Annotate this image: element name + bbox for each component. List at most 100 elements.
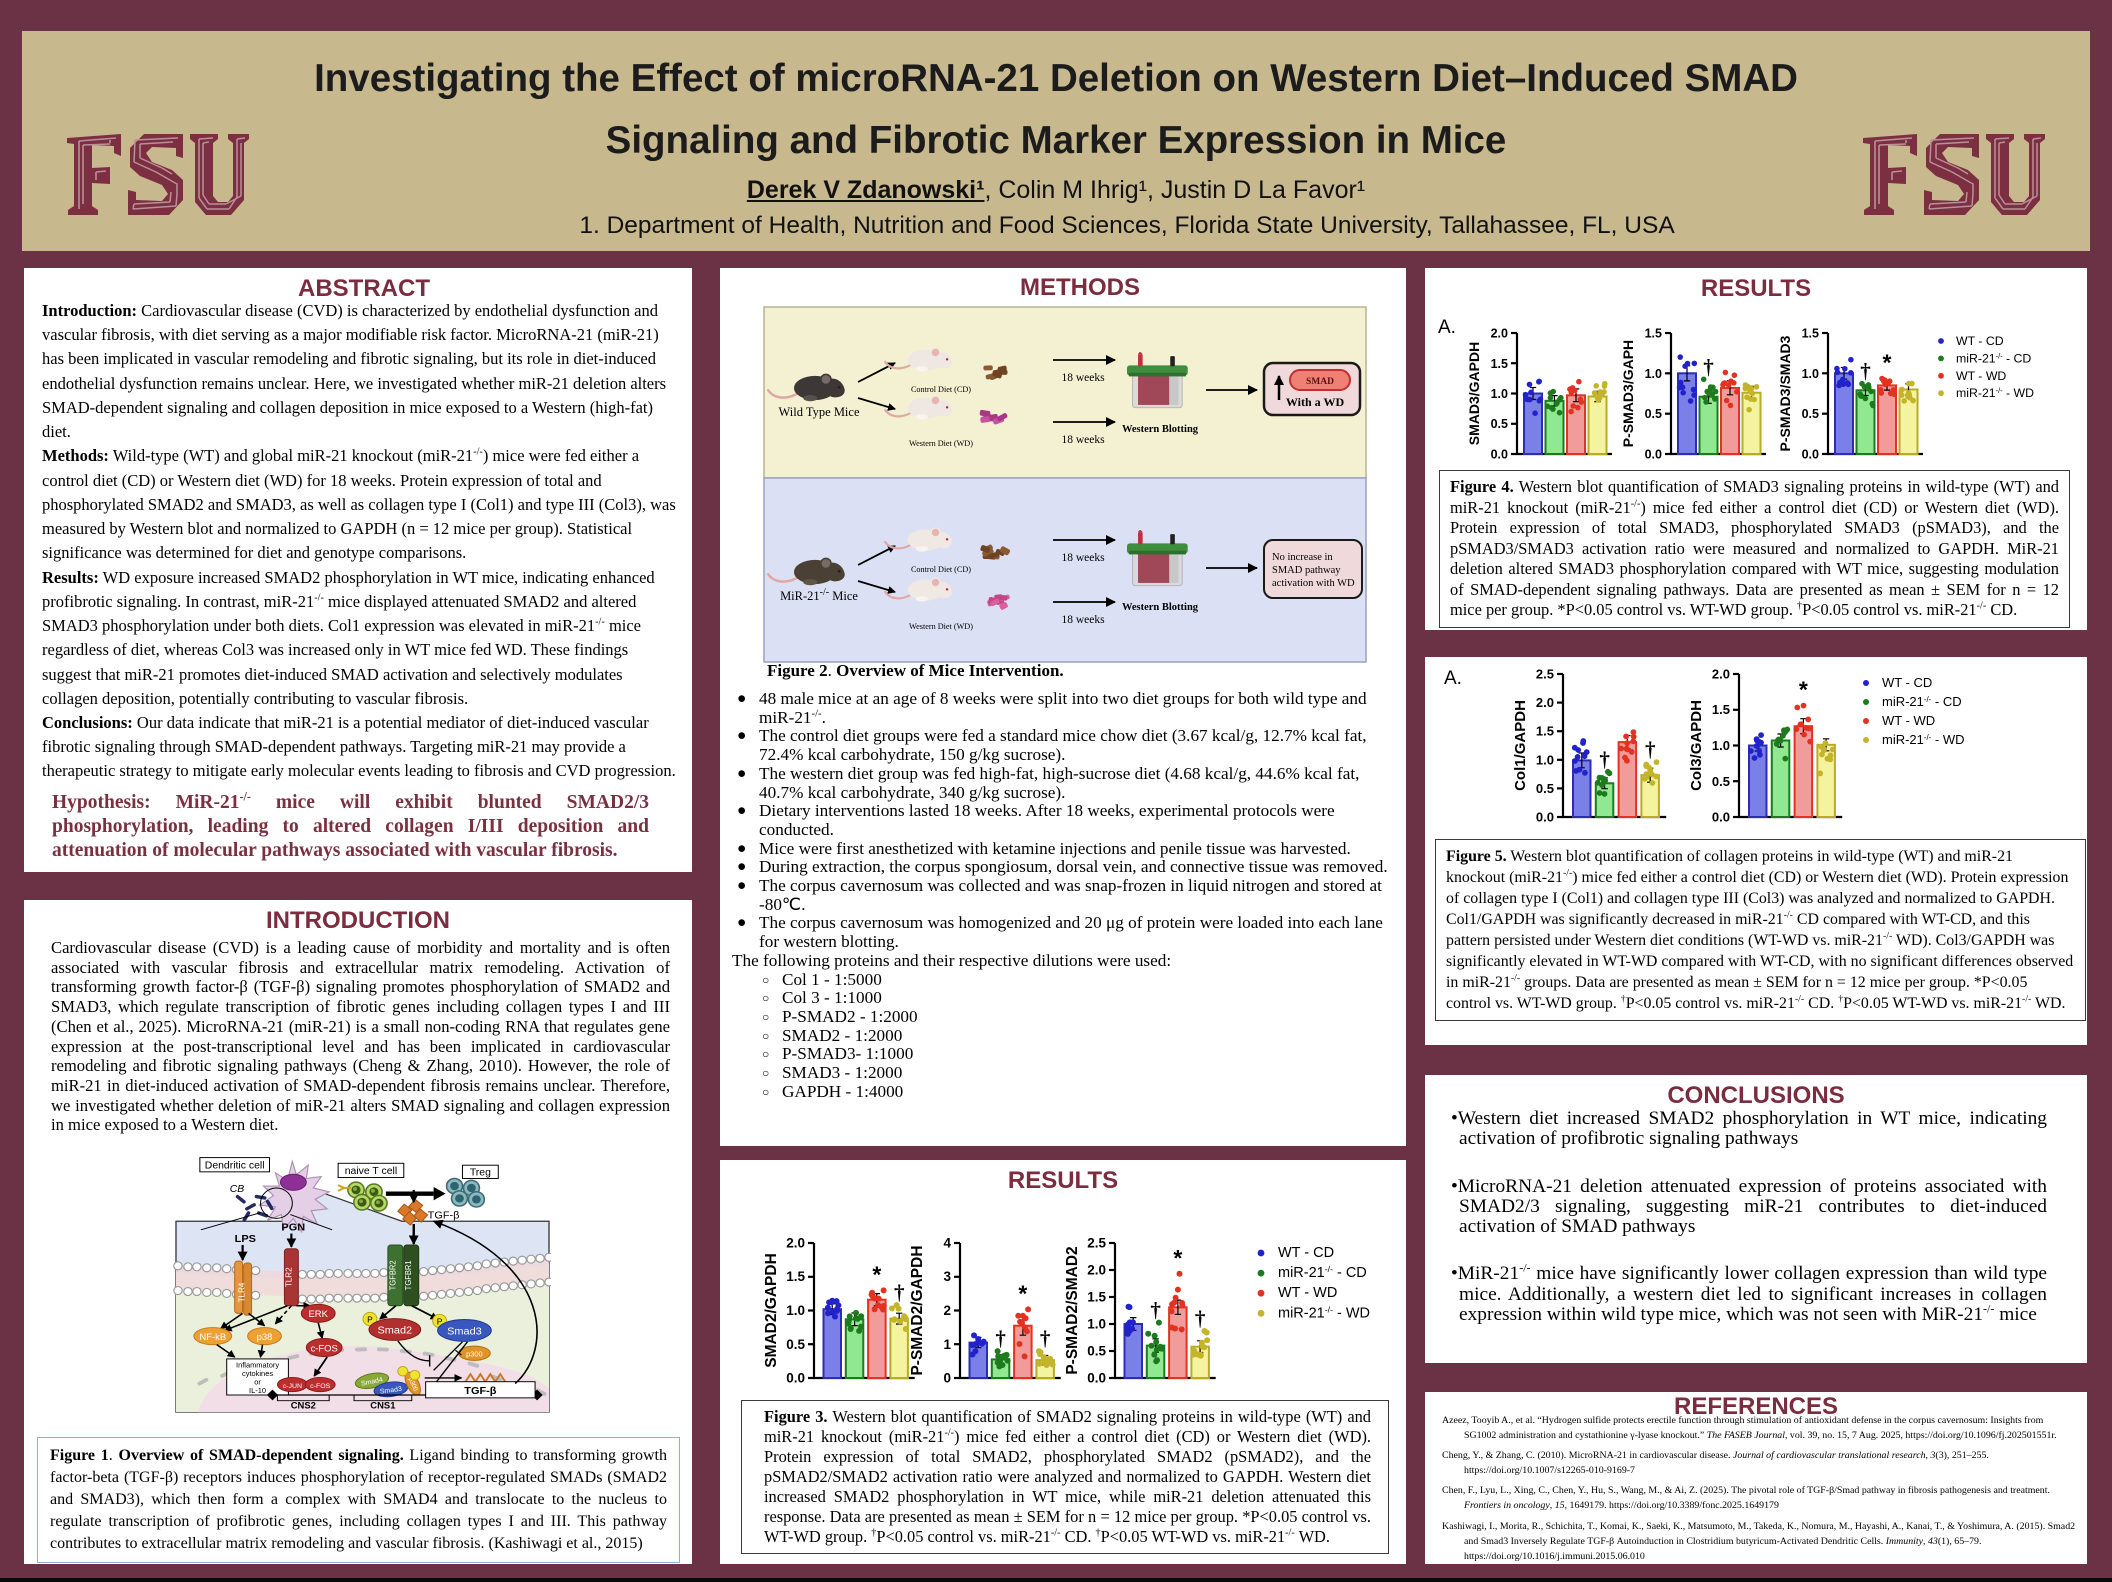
svg-text:P-SMAD3/SMAD3: P-SMAD3/SMAD3 <box>1777 335 1793 451</box>
svg-text:1.0: 1.0 <box>1712 738 1730 753</box>
svg-text:1.5: 1.5 <box>1802 327 1819 341</box>
svg-text:0.0: 0.0 <box>1645 448 1662 462</box>
svg-text:†: † <box>1040 1326 1051 1350</box>
svg-text:Western Blotting: Western Blotting <box>1122 424 1199 435</box>
svg-text:0.5: 0.5 <box>1491 417 1508 431</box>
svg-text:SMAD3/GAPDH: SMAD3/GAPDH <box>1466 342 1482 445</box>
svg-text:†: † <box>1195 1306 1206 1330</box>
svg-text:Dendritic cell: Dendritic cell <box>205 1161 265 1172</box>
svg-text:18 weeks: 18 weeks <box>1061 372 1105 384</box>
svg-text:*: * <box>1883 350 1892 376</box>
svg-text:IL-10: IL-10 <box>249 1386 266 1395</box>
svg-text:P-SMAD2/SMAD2: P-SMAD2/SMAD2 <box>1064 1246 1081 1374</box>
svg-text:1.0: 1.0 <box>786 1303 805 1318</box>
svg-text:Col3/GAPDH: Col3/GAPDH <box>1688 700 1705 791</box>
svg-text:Western Diet (WD): Western Diet (WD) <box>909 439 973 448</box>
svg-text:MiR-21-/- Mice: MiR-21-/- Mice <box>780 587 858 604</box>
svg-text:Western Diet (WD): Western Diet (WD) <box>909 622 973 631</box>
svg-text:P-SMAD2/GAPDH: P-SMAD2/GAPDH <box>909 1245 926 1375</box>
svg-text:0.0: 0.0 <box>1087 1371 1106 1386</box>
svg-text:Control Diet (CD): Control Diet (CD) <box>911 565 971 574</box>
svg-text:0.5: 0.5 <box>1645 407 1662 421</box>
svg-text:2.0: 2.0 <box>1087 1263 1106 1278</box>
svg-text:0.0: 0.0 <box>1802 448 1819 462</box>
svg-text:ERK: ERK <box>309 1309 329 1319</box>
svg-text:†: † <box>894 1280 905 1304</box>
svg-text:With a WD: With a WD <box>1286 395 1345 409</box>
svg-text:Wild Type Mice: Wild Type Mice <box>778 405 859 419</box>
svg-text:0.0: 0.0 <box>1536 810 1554 825</box>
svg-text:c-JUN: c-JUN <box>283 1383 302 1390</box>
svg-text:miR-21-/- - CD: miR-21-/- - CD <box>1882 694 1962 709</box>
svg-text:P: P <box>437 1317 443 1326</box>
svg-text:miR-21-/- - WD: miR-21-/- - WD <box>1882 732 1964 747</box>
svg-text:†: † <box>1703 354 1714 378</box>
svg-text:cytokines: cytokines <box>242 1369 273 1378</box>
svg-text:miR-21-/- - CD: miR-21-/- - CD <box>1278 1264 1367 1281</box>
svg-text:WT - CD: WT - CD <box>1956 334 2004 348</box>
svg-text:0: 0 <box>943 1371 951 1386</box>
svg-text:PGN: PGN <box>281 1222 305 1234</box>
svg-text:No increase in: No increase in <box>1272 552 1333 563</box>
svg-text:1.5: 1.5 <box>1645 327 1662 341</box>
svg-text:0.5: 0.5 <box>1536 781 1554 796</box>
svg-text:2.5: 2.5 <box>1536 667 1554 682</box>
svg-text:1.0: 1.0 <box>1087 1317 1106 1332</box>
svg-text:1.0: 1.0 <box>1802 367 1819 381</box>
svg-text:1.5: 1.5 <box>1087 1290 1106 1305</box>
svg-text:Smad3: Smad3 <box>447 1326 482 1338</box>
svg-text:*: * <box>1173 1245 1182 1271</box>
svg-text:1.0: 1.0 <box>1645 367 1662 381</box>
svg-text:A.: A. <box>1444 668 1462 689</box>
svg-text:WT - WD: WT - WD <box>1278 1285 1337 1301</box>
svg-text:†: † <box>1645 737 1656 761</box>
svg-text:miR-21-/- - CD: miR-21-/- - CD <box>1956 351 2031 366</box>
svg-text:WT - WD: WT - WD <box>1956 369 2006 383</box>
svg-text:miR-21-/- - WD: miR-21-/- - WD <box>1278 1304 1370 1321</box>
svg-text:CNS2: CNS2 <box>291 1400 316 1410</box>
svg-text:LPS: LPS <box>235 1233 256 1245</box>
svg-text:TGFBR2: TGFBR2 <box>388 1260 397 1290</box>
svg-text:0.5: 0.5 <box>786 1337 805 1352</box>
svg-text:naive T cell: naive T cell <box>345 1166 397 1177</box>
svg-text:TLR4: TLR4 <box>237 1282 246 1302</box>
svg-text:Smad3: Smad3 <box>379 1386 402 1396</box>
svg-text:c-FOS: c-FOS <box>311 1344 338 1354</box>
svg-text:TGF-β: TGF-β <box>428 1210 460 1222</box>
svg-text:miR-21-/- - WD: miR-21-/- - WD <box>1956 386 2034 401</box>
svg-text:p38: p38 <box>257 1332 273 1342</box>
svg-text:†: † <box>1860 359 1871 383</box>
svg-text:0.0: 0.0 <box>1712 810 1730 825</box>
svg-text:or: or <box>254 1378 261 1387</box>
svg-text:1.5: 1.5 <box>786 1269 805 1284</box>
svg-text:4: 4 <box>943 1236 951 1251</box>
svg-text:†: † <box>1150 1298 1161 1322</box>
svg-text:†: † <box>1599 747 1610 771</box>
svg-text:1.0: 1.0 <box>1491 387 1508 401</box>
svg-text:1.0: 1.0 <box>1536 752 1554 767</box>
svg-text:TLR2: TLR2 <box>284 1267 293 1287</box>
svg-text:Smad2: Smad2 <box>378 1325 413 1337</box>
svg-text:TGF-β: TGF-β <box>464 1385 497 1397</box>
svg-text:3: 3 <box>943 1269 951 1284</box>
svg-text:0.5: 0.5 <box>1712 774 1730 789</box>
svg-text:18 weeks: 18 weeks <box>1061 614 1105 626</box>
svg-text:SMAD: SMAD <box>1306 377 1334 387</box>
svg-text:*: * <box>1799 677 1808 703</box>
svg-text:Control Diet (CD): Control Diet (CD) <box>911 385 971 394</box>
svg-text:*: * <box>1018 1280 1027 1306</box>
svg-text:2: 2 <box>943 1303 951 1318</box>
svg-text:†: † <box>995 1326 1006 1350</box>
svg-text:p300: p300 <box>466 1350 483 1359</box>
svg-text:WT - CD: WT - CD <box>1882 675 1932 690</box>
svg-text:CNS1: CNS1 <box>370 1400 395 1410</box>
svg-text:A.: A. <box>1438 317 1456 338</box>
svg-text:0.5: 0.5 <box>1087 1344 1106 1359</box>
svg-text:activation with WD: activation with WD <box>1272 578 1355 589</box>
svg-text:P: P <box>367 1316 373 1325</box>
svg-text:1.5: 1.5 <box>1491 357 1508 371</box>
svg-text:Treg: Treg <box>470 1168 491 1179</box>
svg-text:SMAD2/GAPDH: SMAD2/GAPDH <box>763 1253 780 1368</box>
svg-text:*: * <box>872 1261 881 1287</box>
svg-text:1: 1 <box>943 1337 951 1352</box>
